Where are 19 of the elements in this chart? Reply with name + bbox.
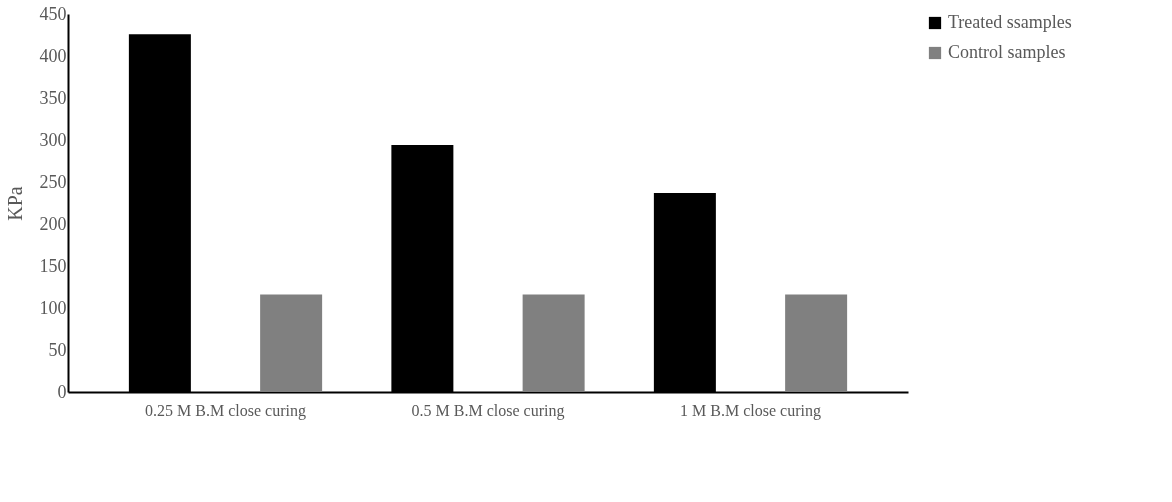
- y-tick-label: 150: [39, 255, 67, 276]
- y-tick-label: 300: [39, 129, 67, 150]
- y-tick-label: 0: [57, 381, 67, 402]
- legend-label: Control samples: [948, 42, 1066, 62]
- y-tick-label: 450: [39, 3, 67, 24]
- y-tick-label: 50: [48, 339, 67, 360]
- bar: [522, 294, 585, 392]
- legend-label: Treated ssamples: [948, 12, 1072, 32]
- y-tick-label: 250: [39, 171, 67, 192]
- bar: [785, 294, 848, 392]
- bar: [260, 294, 323, 392]
- x-tick-label: 0.25 M B.M close curing: [145, 401, 306, 420]
- y-tick-label: 350: [39, 87, 67, 108]
- x-tick-label: 1 M B.M close curing: [680, 401, 821, 420]
- y-tick-label: 200: [39, 213, 67, 234]
- x-tick-label: 0.5 M B.M close curing: [411, 401, 565, 420]
- y-axis-title: KPa: [3, 186, 26, 221]
- y-tick-label: 400: [39, 45, 67, 66]
- y-tick-label: 100: [39, 297, 67, 318]
